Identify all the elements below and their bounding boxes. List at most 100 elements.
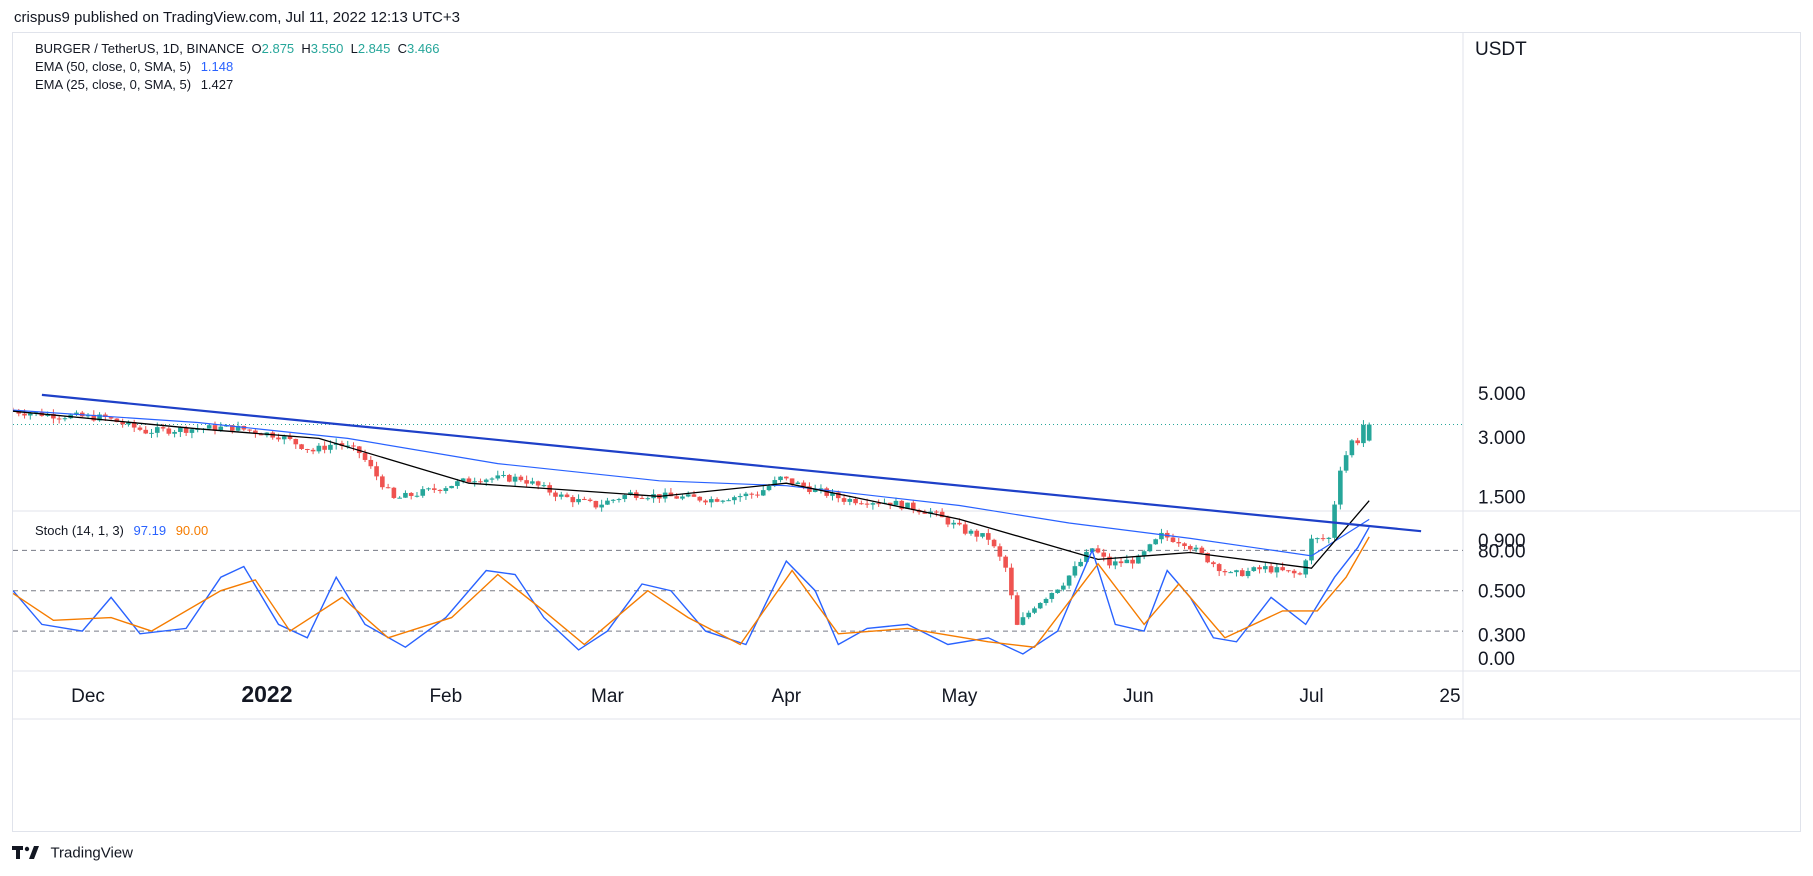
x-tick-label-3: Mar — [591, 686, 624, 707]
candle-body — [807, 486, 812, 492]
candle-body — [703, 500, 708, 503]
candle — [870, 501, 876, 510]
candle-body — [553, 492, 558, 497]
chart-canvas[interactable]: USDT 5.000 3.000 1.500 0.900 0.500 0.300 Dec 202… — [13, 33, 1800, 831]
candle — [206, 423, 212, 429]
candle-body — [1141, 551, 1147, 556]
candle — [1176, 537, 1182, 547]
candle — [1061, 582, 1066, 592]
candle-body — [1222, 571, 1228, 573]
candle-body — [310, 449, 316, 452]
candle — [518, 474, 524, 482]
candle-body — [218, 426, 224, 431]
candle-body — [235, 425, 241, 431]
candle — [1355, 437, 1360, 446]
candle-body — [230, 425, 235, 431]
candle — [737, 493, 743, 502]
candle-body — [1084, 551, 1089, 562]
candle — [1066, 575, 1072, 589]
candle — [818, 484, 824, 494]
candle — [293, 438, 299, 449]
candle-body — [1257, 567, 1262, 570]
candle — [703, 499, 708, 505]
legend-ema50-label: EMA (50, close, 0, SMA, 5) — [35, 59, 192, 74]
candle — [143, 426, 149, 435]
candle — [1263, 562, 1268, 573]
candle — [795, 480, 801, 485]
candle-body — [507, 474, 512, 482]
candle — [426, 487, 431, 491]
candle-body — [1032, 608, 1037, 613]
candle-body — [1245, 570, 1251, 577]
candle — [841, 494, 847, 505]
candle-body — [183, 427, 189, 433]
candle-body — [714, 499, 720, 502]
candle — [593, 500, 599, 510]
candle-body — [1355, 440, 1360, 444]
candle-body — [339, 443, 345, 446]
candle — [1182, 542, 1187, 550]
candle-body — [1124, 559, 1130, 564]
candle — [1228, 571, 1233, 574]
candle-body — [570, 497, 576, 503]
legend-ema50-row: EMA (50, close, 0, SMA, 5) 1.148 — [35, 59, 233, 74]
candle-body — [414, 495, 420, 497]
candle-body — [847, 499, 853, 502]
candle-body — [535, 481, 541, 486]
chart-frame[interactable]: USDT 5.000 3.000 1.500 0.900 0.500 0.300 Dec 202… — [12, 32, 1801, 832]
candle-body — [1072, 566, 1078, 576]
candle — [685, 491, 691, 498]
candle — [541, 482, 547, 488]
candle-body — [1361, 424, 1366, 444]
y-tick-label-1: 3.000 — [1478, 428, 1526, 449]
candle-body — [899, 500, 905, 509]
candle — [605, 497, 610, 505]
candle — [120, 418, 125, 428]
candle-body — [910, 502, 916, 510]
candle — [1343, 451, 1349, 473]
candle-body — [974, 530, 980, 537]
candle — [582, 496, 587, 501]
legend-ema50-value: 1.148 — [200, 59, 234, 74]
candle-body — [997, 546, 1003, 557]
candle-body — [172, 431, 177, 434]
candle-body — [541, 485, 547, 487]
x-tick-label-0: Dec — [71, 686, 105, 707]
candle — [610, 499, 616, 504]
stoch-d-line — [13, 536, 1370, 648]
candle — [986, 528, 991, 546]
candle — [1314, 537, 1320, 544]
legend-ema25-label: EMA (25, close, 0, SMA, 5) — [35, 77, 192, 92]
candle — [1020, 612, 1026, 626]
candle — [1159, 528, 1164, 544]
published-text: crispus9 published on TradingView.com, J… — [14, 9, 460, 26]
candle — [760, 485, 766, 497]
candle — [189, 428, 195, 439]
candle — [455, 478, 460, 489]
candle — [356, 445, 362, 459]
trendline — [41, 393, 1422, 533]
candle — [974, 529, 980, 542]
candle-body — [126, 422, 131, 425]
candle — [1078, 558, 1083, 567]
candle — [397, 496, 402, 499]
candle — [305, 448, 310, 453]
candle — [466, 476, 472, 483]
candle-body — [391, 487, 397, 498]
legend-close-label: C — [397, 41, 407, 56]
ema50-line — [13, 409, 1370, 557]
candle — [507, 473, 512, 483]
candle-body — [939, 511, 945, 518]
candle-body — [143, 429, 149, 434]
legend-stoch-d: 90.00 — [175, 523, 209, 538]
candle-body — [74, 412, 79, 415]
candle-body — [368, 459, 374, 467]
footer-brand[interactable]: TradingView — [12, 844, 133, 868]
candle-body — [362, 453, 368, 460]
candle-body — [530, 481, 535, 484]
candle-body — [1263, 566, 1268, 570]
candle-body — [962, 524, 968, 534]
candle-body — [835, 492, 841, 499]
candle-body — [1251, 567, 1257, 571]
candle-body — [16, 411, 22, 414]
